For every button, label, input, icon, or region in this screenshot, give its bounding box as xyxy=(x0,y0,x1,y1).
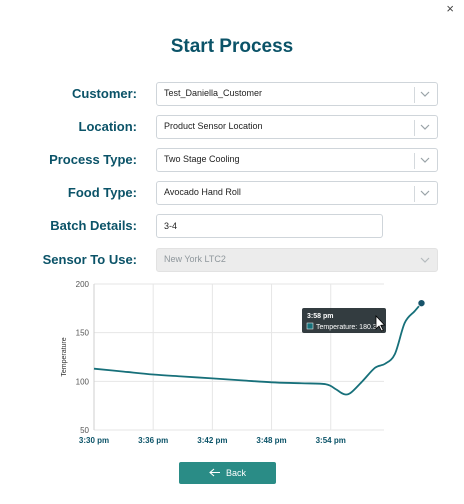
sensor-select[interactable]: New York LTC2 xyxy=(156,248,438,272)
y-tick-label: 150 xyxy=(76,329,90,338)
series-point xyxy=(417,299,426,308)
sensor-value: New York LTC2 xyxy=(164,254,226,264)
chevron-down-icon xyxy=(420,91,430,97)
y-tick-label: 200 xyxy=(76,280,90,289)
location-label: Location: xyxy=(78,119,138,134)
temperature-series-line xyxy=(93,302,423,396)
location-value: Product Sensor Location xyxy=(164,121,263,131)
food-type-row: Food Type: Avocado Hand Roll xyxy=(0,181,464,205)
process-type-label: Process Type: xyxy=(49,152,137,167)
location-select[interactable]: Product Sensor Location xyxy=(156,115,438,139)
tooltip-swatch xyxy=(306,322,314,330)
location-row: Location: Product Sensor Location xyxy=(0,115,464,139)
food-type-label: Food Type: xyxy=(67,185,137,200)
x-tick-label: 3:36 pm xyxy=(138,436,168,445)
y-axis-label: Temperature xyxy=(61,337,68,376)
select-separator xyxy=(414,186,415,202)
back-button-label: Back xyxy=(225,468,246,478)
customer-value: Test_Daniella_Customer xyxy=(164,88,263,98)
x-tick-label: 3:42 pm xyxy=(197,436,227,445)
select-separator xyxy=(414,153,415,169)
y-tick-label: 100 xyxy=(76,377,90,386)
select-separator xyxy=(414,87,415,103)
process-type-select[interactable]: Two Stage Cooling xyxy=(156,148,438,172)
customer-select[interactable]: Test_Daniella_Customer xyxy=(156,82,438,106)
sensor-label: Sensor To Use: xyxy=(42,252,137,267)
batch-details-input[interactable] xyxy=(156,214,383,238)
x-tick-label: 3:54 pm xyxy=(316,436,346,445)
chevron-down-icon xyxy=(420,157,430,163)
food-type-value: Avocado Hand Roll xyxy=(164,187,241,197)
customer-row: Customer: Test_Daniella_Customer xyxy=(0,82,464,106)
mouse-cursor-icon xyxy=(375,314,386,332)
back-button[interactable]: Back xyxy=(179,462,276,484)
sensor-row: Sensor To Use: New York LTC2 xyxy=(0,248,464,272)
process-type-row: Process Type: Two Stage Cooling xyxy=(0,148,464,172)
select-separator xyxy=(414,120,415,136)
tooltip-box xyxy=(302,308,386,333)
chevron-down-icon xyxy=(420,190,430,196)
arrow-left-icon xyxy=(209,468,220,477)
chevron-down-icon xyxy=(420,124,430,130)
customer-label: Customer: xyxy=(71,86,137,101)
temperature-chart-svg: 200 150 100 503:30 pm 3:36 pm 3:42 pm 3:48 pm 3… xyxy=(61,280,426,445)
tooltip-label: Temperature: 180.3 xyxy=(316,324,377,331)
batch-details-label: Batch Details: xyxy=(50,218,137,233)
x-tick-label: 3:48 pm xyxy=(256,436,286,445)
chevron-down-icon xyxy=(420,257,430,263)
y-tick-label: 50 xyxy=(80,426,89,435)
temperature-chart: 200 150 100 50 3:30 pm 3:36 pm 3:42 pm 3:48 pm 3… xyxy=(0,276,464,448)
x-tick-label: 3:30 pm xyxy=(79,436,109,445)
close-icon[interactable]: × xyxy=(446,1,454,16)
food-type-select[interactable]: Avocado Hand Roll xyxy=(156,181,438,205)
page-title: Start Process xyxy=(170,36,294,57)
tooltip-time: 3:58 pm xyxy=(307,313,333,320)
process-type-value: Two Stage Cooling xyxy=(164,154,240,164)
batch-details-row: Batch Details: xyxy=(0,214,464,238)
